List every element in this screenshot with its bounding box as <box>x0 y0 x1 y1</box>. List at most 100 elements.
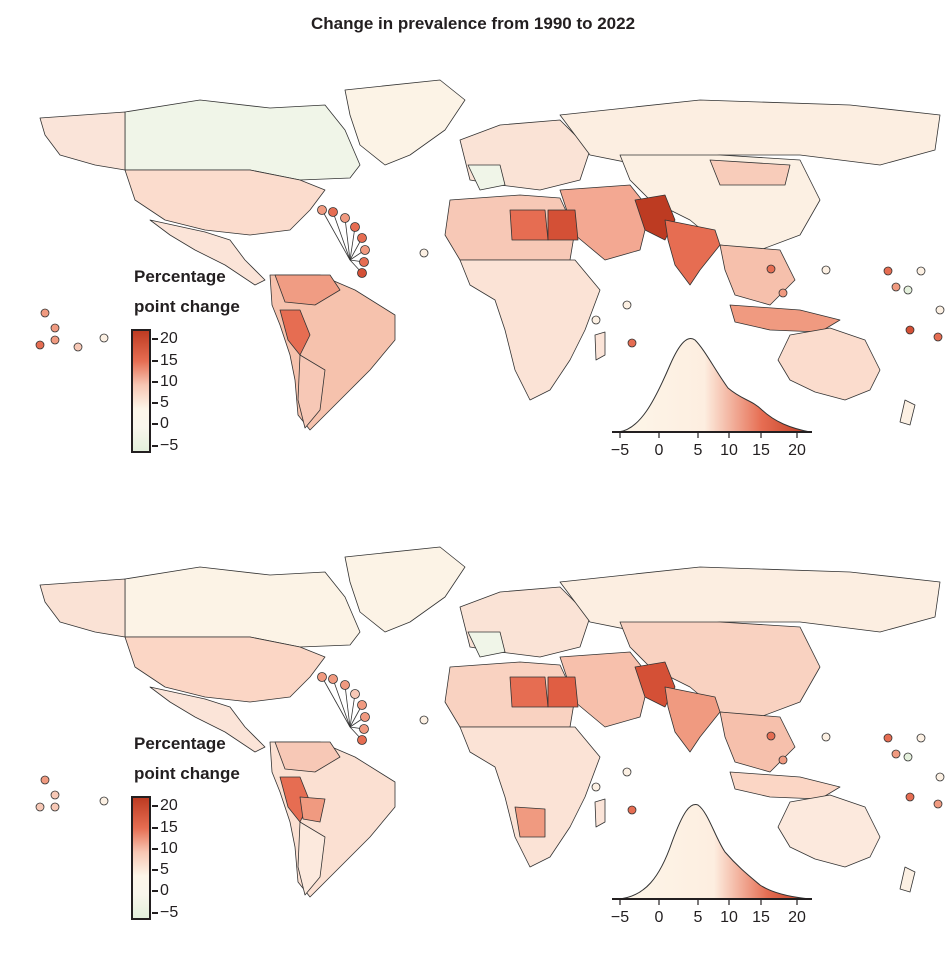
legend-tick: 15 <box>152 820 178 836</box>
island-dot <box>50 323 60 333</box>
madagascar <box>594 331 606 361</box>
island-dot <box>40 308 50 318</box>
new-zealand <box>899 399 916 426</box>
island-dot <box>766 731 776 741</box>
island-dot <box>778 288 788 298</box>
density-tick-label: 15 <box>752 909 770 926</box>
island-dot <box>905 792 915 802</box>
egypt <box>547 209 579 241</box>
island-dot <box>99 796 109 806</box>
island-dot <box>360 712 370 722</box>
island-dot <box>50 802 60 812</box>
legend-tick: 10 <box>152 374 178 390</box>
island-dot <box>903 752 913 762</box>
libya <box>509 676 549 708</box>
legend-tick: 0 <box>152 883 169 899</box>
density-tick-label: 0 <box>654 442 664 459</box>
legend-title-line1: Percentage <box>134 267 226 286</box>
legend-tick: 10 <box>152 841 178 857</box>
island-dot <box>933 332 943 342</box>
island-dot <box>40 775 50 785</box>
western-europe <box>467 631 506 658</box>
legend-tick: −5 <box>152 905 178 921</box>
mexico <box>149 686 266 753</box>
island-dot <box>73 342 83 352</box>
legend-tick: 20 <box>152 331 178 347</box>
island-dot <box>359 724 369 734</box>
world-map-bottom <box>35 546 945 905</box>
island-dot <box>766 264 776 274</box>
island-dot <box>591 315 601 325</box>
legend-colorbar <box>131 796 151 920</box>
world-map-top <box>35 79 945 438</box>
mexico <box>149 219 266 286</box>
island-dot <box>317 205 327 215</box>
egypt <box>547 676 579 708</box>
island-dot <box>935 772 945 782</box>
map-panel-top: Percentage point change 20 15 10 5 0 −5 … <box>0 70 946 510</box>
density-tick-label: 20 <box>788 909 806 926</box>
island-dot <box>883 266 893 276</box>
island-dot <box>50 335 60 345</box>
bolivia <box>299 796 326 823</box>
russia <box>559 566 941 633</box>
island-dot <box>591 782 601 792</box>
colombia-venezuela <box>274 274 341 306</box>
island-dot <box>419 715 429 725</box>
island-dot <box>350 222 360 232</box>
southeast-asia <box>719 711 796 773</box>
island-dot <box>357 233 367 243</box>
density-tick-label: 5 <box>693 442 703 459</box>
island-dot <box>891 282 901 292</box>
new-zealand <box>899 866 916 893</box>
western-europe <box>467 164 506 191</box>
island-dot <box>891 749 901 759</box>
india <box>664 686 721 753</box>
density-tick-label: 10 <box>720 909 738 926</box>
island-dot <box>359 257 369 267</box>
libya <box>509 209 549 241</box>
island-dot <box>419 248 429 258</box>
legend-title-line2: point change <box>134 297 240 316</box>
peru <box>279 309 311 356</box>
indonesia <box>729 771 841 800</box>
greenland <box>344 546 466 633</box>
sub-saharan-africa <box>459 726 601 868</box>
mongolia <box>709 159 791 186</box>
island-dot <box>328 207 338 217</box>
island-dot <box>357 268 367 278</box>
island-dot <box>622 300 632 310</box>
island-dot <box>933 799 943 809</box>
chile-argentina <box>297 821 326 896</box>
chart-title: Change in prevalence from 1990 to 2022 <box>310 14 636 33</box>
greenland <box>344 79 466 166</box>
angola-region <box>514 806 546 838</box>
map-panel-bottom: Percentage point change 20 15 10 5 0 −5 … <box>0 537 946 977</box>
island-dot <box>883 733 893 743</box>
island-dot <box>340 680 350 690</box>
island-dot <box>821 265 831 275</box>
island-dot <box>35 802 45 812</box>
island-dot <box>916 266 926 276</box>
australia <box>777 794 881 868</box>
island-dot <box>916 733 926 743</box>
island-dot <box>903 285 913 295</box>
density-tick-label: 15 <box>752 442 770 459</box>
density-tick-label: −5 <box>610 442 630 459</box>
density-tick-label: 10 <box>720 442 738 459</box>
island-dot <box>905 325 915 335</box>
legend-colorbar <box>131 329 151 453</box>
density-tick-label: 0 <box>654 909 664 926</box>
legend-title-line2: point change <box>134 764 240 783</box>
island-dot <box>778 755 788 765</box>
island-dot <box>821 732 831 742</box>
density-tick-label: −5 <box>610 909 630 926</box>
legend-tick: −5 <box>152 438 178 454</box>
island-dot <box>357 735 367 745</box>
island-dot <box>935 305 945 315</box>
island-dot <box>50 790 60 800</box>
chile-argentina <box>297 354 326 429</box>
island-dot <box>357 700 367 710</box>
island-dot <box>328 674 338 684</box>
island-dot <box>627 805 637 815</box>
